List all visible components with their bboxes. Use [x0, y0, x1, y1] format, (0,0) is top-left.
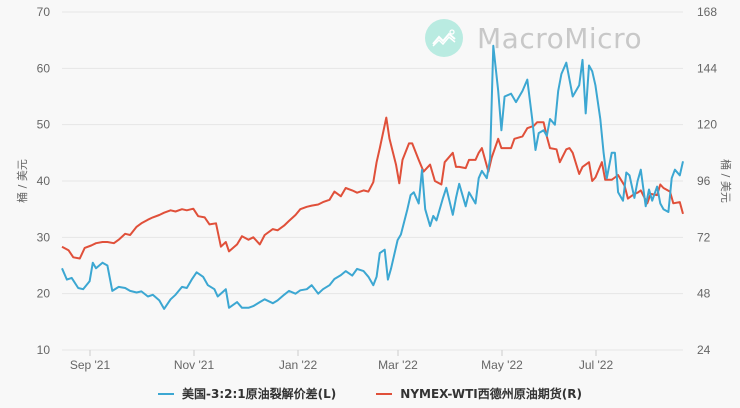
watermark-text: MacroMicro [477, 21, 643, 55]
x-tick-label: Nov '21 [174, 358, 215, 372]
right-tick-label: 96 [697, 174, 711, 188]
left-tick-label: 40 [37, 174, 51, 188]
right-tick-label: 168 [697, 5, 717, 19]
left-axis-ticks: 70 60 50 40 30 20 10 [37, 5, 51, 357]
x-tick-label: Sep '21 [70, 358, 111, 372]
x-tick-label: May '22 [481, 358, 523, 372]
gridlines [62, 11, 683, 351]
right-tick-label: 48 [697, 287, 711, 301]
macromicro-watermark: MacroMicro [425, 19, 642, 57]
right-tick-label: 144 [697, 61, 717, 75]
right-tick-label: 24 [697, 343, 711, 357]
crack-spread-line [61, 44, 684, 310]
right-axis-title: 桶 / 美元 [719, 159, 733, 203]
left-tick-label: 30 [37, 230, 51, 244]
left-tick-label: 60 [37, 61, 51, 75]
x-axis-ticks: Sep '21 Nov '21 Jan '22 Mar '22 May '22 Jul '… [70, 350, 614, 372]
chart-legend: 美国-3:2:1原油裂解价差(L) NYMEX-WTI西德州原油期货(R) [0, 385, 740, 402]
legend-item-wti[interactable]: NYMEX-WTI西德州原油期货(R) [376, 385, 582, 402]
legend-label: 美国-3:2:1原油裂解价差(L) [182, 387, 337, 401]
legend-label: NYMEX-WTI西德州原油期货(R) [400, 387, 582, 401]
legend-item-crack-spread[interactable]: 美国-3:2:1原油裂解价差(L) [158, 385, 336, 402]
legend-swatch-blue [158, 392, 175, 395]
x-tick-label: Jul '22 [579, 358, 614, 372]
legend-swatch-red [376, 392, 393, 395]
left-axis-title: 桶 / 美元 [15, 159, 29, 203]
wti-price-line [61, 116, 684, 260]
right-tick-label: 72 [697, 230, 711, 244]
right-tick-label: 120 [697, 118, 717, 132]
left-tick-label: 70 [37, 5, 51, 19]
series-lines [61, 44, 684, 310]
chart-line-icon [425, 19, 463, 57]
left-tick-label: 50 [37, 118, 51, 132]
left-tick-label: 20 [37, 287, 51, 301]
x-tick-label: Mar '22 [378, 358, 418, 372]
left-tick-label: 10 [37, 343, 51, 357]
right-axis-ticks: 168 144 120 96 72 48 24 [697, 5, 717, 357]
x-tick-label: Jan '22 [279, 358, 318, 372]
